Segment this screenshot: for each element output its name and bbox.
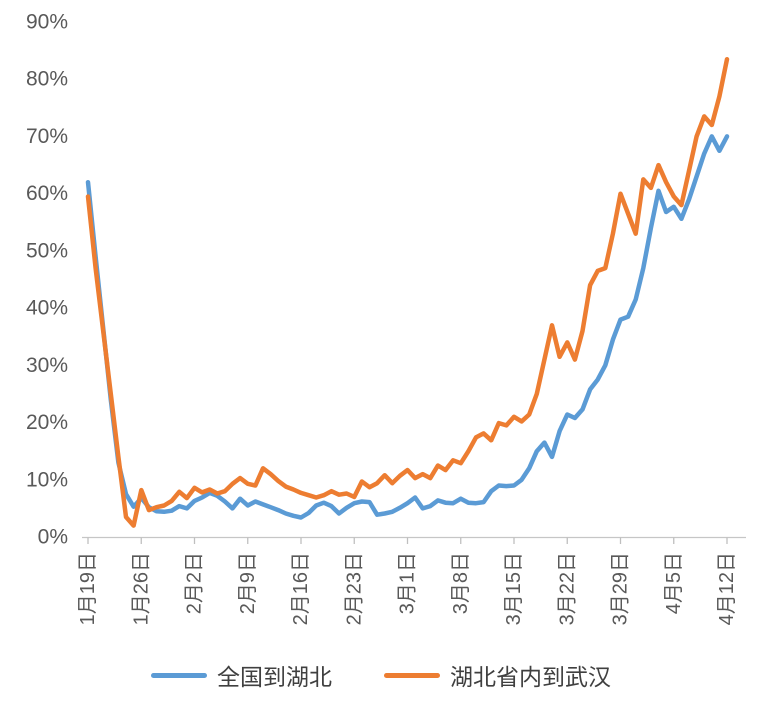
svg-text:1月19日: 1月19日 [77,552,99,625]
svg-text:50%: 50% [26,239,68,262]
svg-text:2月9日: 2月9日 [237,552,259,614]
line-chart-plot: 0% 10% 20% 30% 40% 50% 60% 70% 80% 90% 1月19日 1月26日… [26,11,746,625]
svg-text:4月5日: 4月5日 [663,552,685,614]
svg-text:3月1日: 3月1日 [397,552,419,614]
svg-text:80%: 80% [26,68,68,91]
svg-text:3月8日: 3月8日 [450,552,472,614]
svg-text:10%: 10% [26,468,68,491]
legend-item-hubei-to-wuhan: 湖北省内到武汉 [384,658,611,692]
series-lines [85,56,730,528]
svg-text:2月23日: 2月23日 [343,552,365,625]
svg-text:3月15日: 3月15日 [503,552,525,625]
legend-label: 湖北省内到武汉 [450,664,611,690]
svg-text:2月2日: 2月2日 [184,552,206,614]
legend-item-national-to-hubei: 全国到湖北 [151,658,332,692]
svg-text:3月29日: 3月29日 [610,552,632,625]
svg-text:70%: 70% [26,125,68,148]
legend-line-swatch-blue [151,672,207,678]
svg-text:4月12日: 4月12日 [716,552,738,625]
svg-text:90%: 90% [26,11,68,34]
x-axis [82,536,746,544]
chart-legend: 全国到湖北 湖北省内到武汉 [0,658,762,692]
legend-line-swatch-orange [384,672,440,678]
svg-text:0%: 0% [38,526,68,549]
svg-text:60%: 60% [26,182,68,205]
svg-text:40%: 40% [26,297,68,320]
legend-label: 全国到湖北 [217,664,332,690]
y-axis-labels: 0% 10% 20% 30% 40% 50% 60% 70% 80% 90% [26,11,68,549]
svg-text:3月22日: 3月22日 [556,552,578,625]
svg-text:1月26日: 1月26日 [130,552,152,625]
svg-text:20%: 20% [26,411,68,434]
x-axis-labels: 1月19日 1月26日 2月2日 2月9日 2月16日 2月23日 3月1日 3月8日 3月15… [77,552,738,625]
svg-text:30%: 30% [26,354,68,377]
svg-text:2月16日: 2月16日 [290,552,312,625]
